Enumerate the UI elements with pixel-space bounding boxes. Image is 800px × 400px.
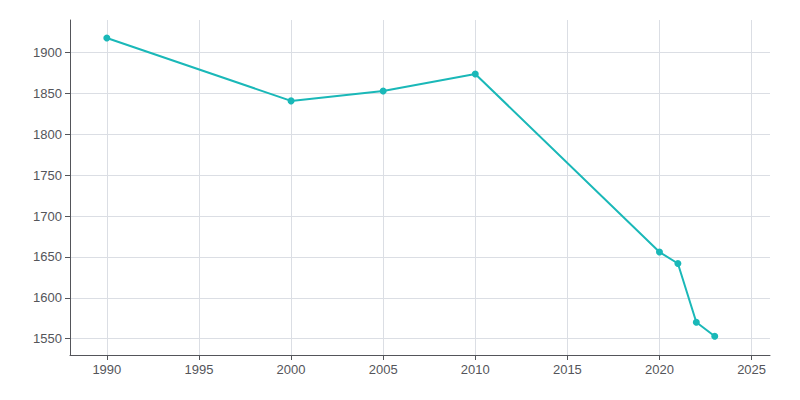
svg-text:1995: 1995 [184, 362, 213, 377]
svg-text:2020: 2020 [645, 362, 674, 377]
svg-text:1700: 1700 [33, 209, 62, 224]
svg-text:1990: 1990 [92, 362, 121, 377]
svg-text:1600: 1600 [33, 290, 62, 305]
svg-text:1550: 1550 [33, 331, 62, 346]
svg-text:2015: 2015 [553, 362, 582, 377]
svg-text:1650: 1650 [33, 249, 62, 264]
svg-text:1800: 1800 [33, 127, 62, 142]
svg-text:1900: 1900 [33, 45, 62, 60]
svg-text:2025: 2025 [737, 362, 766, 377]
svg-text:2005: 2005 [369, 362, 398, 377]
svg-text:1750: 1750 [33, 168, 62, 183]
svg-text:1850: 1850 [33, 86, 62, 101]
svg-text:2000: 2000 [277, 362, 306, 377]
svg-text:2010: 2010 [461, 362, 490, 377]
